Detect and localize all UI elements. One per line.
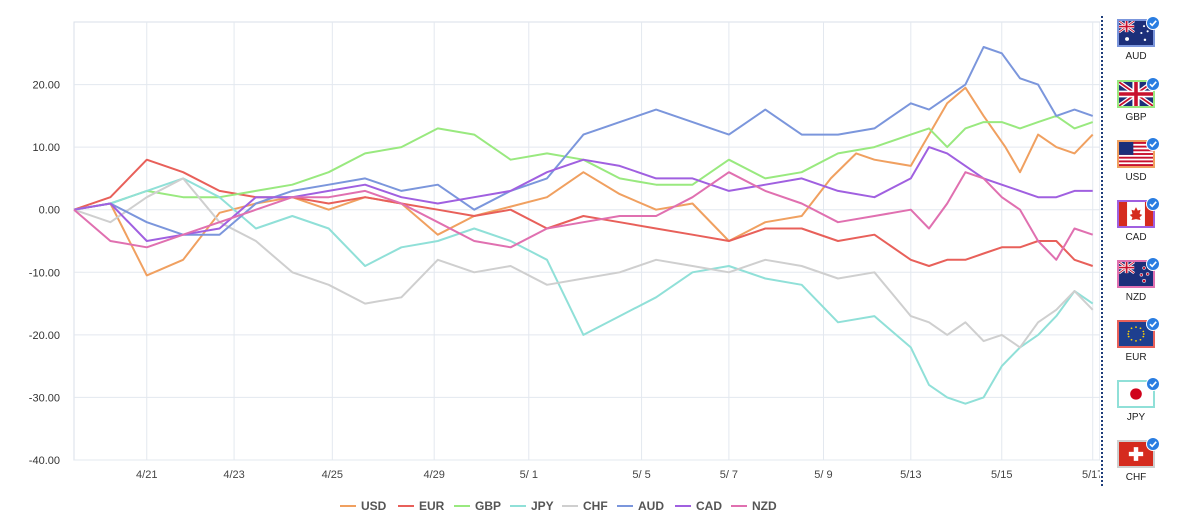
currency-toggle-cad[interactable]: CAD: [1114, 197, 1162, 253]
currency-toggle-aud[interactable]: AUD: [1114, 16, 1162, 72]
checkmark-icon[interactable]: [1146, 377, 1160, 391]
series-line-nzd: [73, 171, 1094, 261]
y-tick-label: 0.00: [39, 205, 60, 217]
y-tick-label: -40.00: [29, 455, 60, 467]
currency-code-label: GBP: [1125, 112, 1147, 123]
y-tick-label: -30.00: [29, 392, 60, 404]
series-line-chf: [73, 177, 1094, 349]
legend-label-chf: CHF: [583, 499, 608, 513]
checkmark-icon[interactable]: [1146, 257, 1160, 271]
uk-flag-icon: [1117, 80, 1155, 108]
legend-label-nzd: NZD: [752, 499, 777, 513]
x-tick-label: 5/13: [900, 469, 921, 481]
currency-code-label: AUD: [1125, 51, 1147, 62]
checkmark-icon[interactable]: [1146, 317, 1160, 331]
x-tick-label: 5/ 1: [520, 469, 538, 481]
currency-toggle-gbp[interactable]: GBP: [1114, 77, 1162, 133]
legend-label-cad: CAD: [696, 499, 722, 513]
usa-flag-icon: [1117, 140, 1155, 168]
currency-code-label: CHF: [1125, 472, 1147, 483]
checkmark-icon[interactable]: [1146, 137, 1160, 151]
x-tick-label: 5/ 7: [720, 469, 738, 481]
checkmark-icon[interactable]: [1146, 197, 1160, 211]
currency-toggle-jpy[interactable]: JPY: [1114, 377, 1162, 433]
currency-toggle-chf[interactable]: CHF: [1114, 437, 1162, 493]
currency-code-label: USD: [1125, 172, 1147, 183]
y-tick-label: 10.00: [32, 142, 60, 154]
currency-sidebar-divider: [1101, 16, 1107, 486]
currency-toggle-usd[interactable]: USD: [1114, 137, 1162, 193]
series-line-usd: [73, 86, 1094, 277]
currency-code-label: JPY: [1126, 412, 1146, 423]
x-tick-label: 5/15: [991, 469, 1012, 481]
legend-label-jpy: JPY: [531, 499, 554, 513]
currency-strength-chart: 20.00 10.00 0.00 -10.00 -20.00 -30.00 -40.00 4/…: [29, 21, 1100, 513]
checkmark-icon[interactable]: [1146, 16, 1160, 30]
checkmark-icon[interactable]: [1146, 437, 1160, 451]
x-tick-label: 5/17: [1082, 469, 1100, 481]
x-tick-label: 5/ 5: [632, 469, 650, 481]
y-tick-label: -20.00: [29, 330, 60, 342]
legend-label-gbp: GBP: [475, 499, 501, 513]
australia-flag-icon: [1117, 19, 1155, 47]
x-tick-label: 4/25: [322, 469, 343, 481]
y-tick-label: 20.00: [32, 80, 60, 92]
checkmark-icon[interactable]: [1146, 77, 1160, 91]
legend-label-eur: EUR: [419, 499, 445, 513]
currency-code-label: NZD: [1125, 292, 1147, 303]
legend-label-usd: USD: [361, 499, 387, 513]
x-tick-label: 4/21: [136, 469, 157, 481]
currency-code-label: CAD: [1125, 232, 1147, 243]
series-line-cad: [73, 146, 1093, 242]
plot-area-border: [73, 21, 1100, 461]
currency-toggle-eur[interactable]: EUR: [1114, 317, 1162, 373]
currency-code-label: EUR: [1125, 352, 1147, 363]
y-tick-label: -10.00: [29, 267, 60, 279]
x-tick-label: 4/29: [423, 469, 444, 481]
x-tick-label: 5/ 9: [814, 469, 832, 481]
x-tick-label: 4/23: [223, 469, 244, 481]
series-line-jpy: [73, 177, 1094, 405]
currency-toggle-nzd[interactable]: NZD: [1114, 257, 1162, 313]
legend-label-aud: AUD: [638, 499, 664, 513]
series-line-gbp: [73, 114, 1094, 211]
